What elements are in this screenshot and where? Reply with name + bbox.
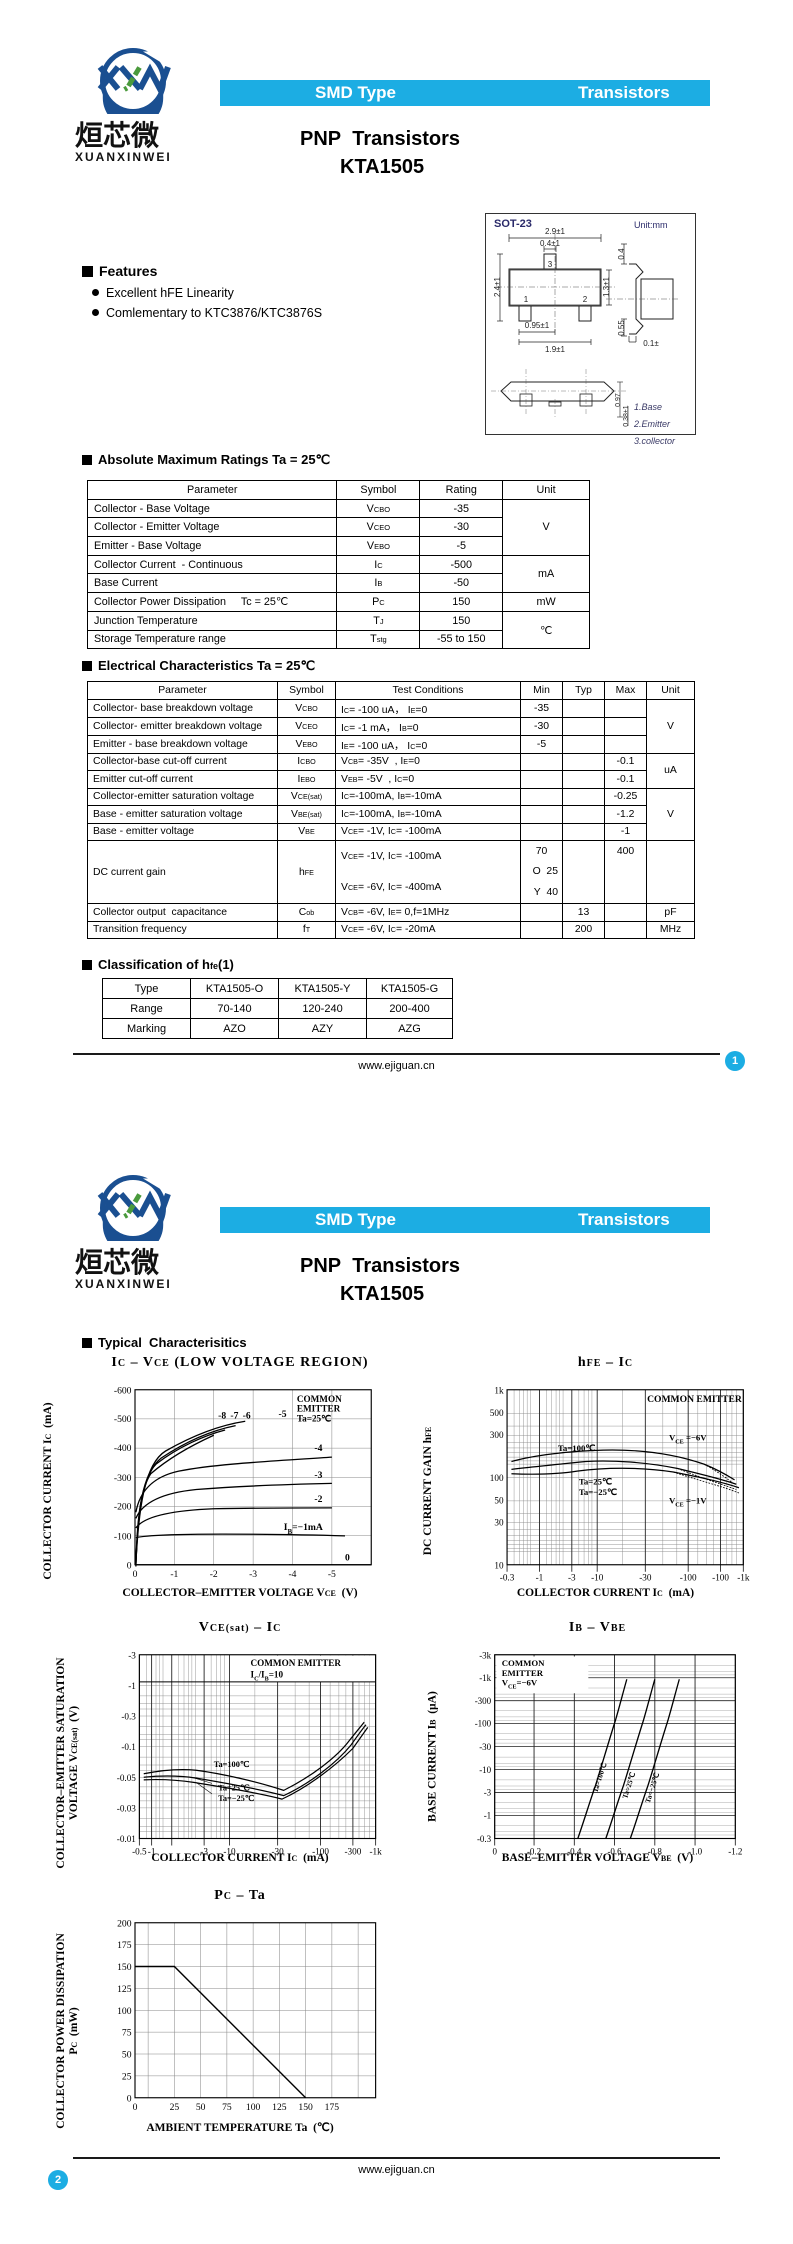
svg-text:Ta=25℃: Ta=25℃ bbox=[297, 1413, 332, 1423]
svg-text:125: 125 bbox=[272, 2102, 287, 2113]
svg-text:-4: -4 bbox=[288, 1569, 296, 1580]
svg-text:Ta=−25℃: Ta=−25℃ bbox=[579, 1487, 617, 1497]
svg-text:50: 50 bbox=[196, 2102, 206, 2113]
svg-text:-30: -30 bbox=[479, 1742, 491, 1752]
svg-text:75: 75 bbox=[222, 2102, 232, 2113]
svg-text:100: 100 bbox=[117, 2006, 132, 2017]
svg-text:COMMON EMITTER: COMMON EMITTER bbox=[647, 1394, 743, 1405]
svg-text:0: 0 bbox=[127, 1560, 132, 1571]
svg-text:-0.1: -0.1 bbox=[121, 1742, 136, 1752]
svg-text:-30: -30 bbox=[639, 1573, 652, 1583]
svg-text:-10: -10 bbox=[591, 1573, 604, 1583]
svg-text:0: 0 bbox=[133, 2102, 138, 2113]
svg-text:Ta=100℃: Ta=100℃ bbox=[591, 1762, 608, 1794]
svg-text:-3: -3 bbox=[568, 1573, 576, 1583]
svg-text:-0.03: -0.03 bbox=[117, 1803, 137, 1813]
svg-text:0.97: 0.97 bbox=[615, 393, 622, 407]
svg-text:-2: -2 bbox=[314, 1494, 322, 1505]
svg-text:-2: -2 bbox=[210, 1569, 218, 1580]
svg-text:100: 100 bbox=[490, 1473, 504, 1483]
svg-text:150: 150 bbox=[298, 2102, 313, 2113]
svg-text:1k: 1k bbox=[494, 1385, 504, 1395]
svg-text:-400: -400 bbox=[114, 1443, 132, 1454]
svg-text:-300: -300 bbox=[475, 1696, 492, 1706]
svg-text:-1: -1 bbox=[128, 1681, 136, 1691]
svg-text:30: 30 bbox=[494, 1517, 504, 1527]
svg-text:150: 150 bbox=[117, 1962, 132, 1973]
svg-text:125: 125 bbox=[117, 1984, 132, 1995]
svg-text:EMITTER: EMITTER bbox=[297, 1404, 341, 1414]
svg-text:-1: -1 bbox=[536, 1573, 544, 1583]
svg-text:COMMON: COMMON bbox=[502, 1658, 545, 1668]
svg-text:-100: -100 bbox=[712, 1573, 729, 1583]
svg-text:50: 50 bbox=[494, 1496, 504, 1506]
svg-text:-1: -1 bbox=[170, 1569, 178, 1580]
svg-text:-0.3: -0.3 bbox=[477, 1834, 492, 1844]
svg-text:-10: -10 bbox=[479, 1765, 491, 1775]
svg-text:-200: -200 bbox=[114, 1502, 132, 1513]
svg-text:200: 200 bbox=[117, 1918, 132, 1929]
svg-text:100: 100 bbox=[246, 2102, 261, 2113]
svg-text:-5: -5 bbox=[328, 1569, 336, 1580]
svg-text:-4: -4 bbox=[314, 1443, 322, 1454]
svg-text:500: 500 bbox=[490, 1408, 504, 1418]
svg-text:IB=−1mA: IB=−1mA bbox=[284, 1522, 323, 1536]
svg-text:25: 25 bbox=[122, 2071, 132, 2082]
svg-text:-0.01: -0.01 bbox=[117, 1834, 137, 1844]
svg-text:175: 175 bbox=[325, 2102, 340, 2113]
svg-text:-7: -7 bbox=[230, 1411, 238, 1422]
svg-text:-1k: -1k bbox=[737, 1573, 750, 1583]
svg-text:-1k: -1k bbox=[479, 1673, 491, 1683]
svg-text:-3k: -3k bbox=[479, 1650, 491, 1660]
svg-text:300: 300 bbox=[490, 1430, 504, 1440]
svg-text:-0.05: -0.05 bbox=[117, 1773, 137, 1783]
svg-text:0: 0 bbox=[133, 1569, 138, 1580]
svg-text:Ta=25℃: Ta=25℃ bbox=[218, 1783, 249, 1792]
svg-text:-6: -6 bbox=[243, 1411, 251, 1422]
svg-text:0: 0 bbox=[127, 2093, 132, 2104]
svg-text:10: 10 bbox=[494, 1560, 504, 1570]
svg-text:175: 175 bbox=[117, 1940, 132, 1951]
svg-text:-600: -600 bbox=[114, 1385, 132, 1396]
svg-text:-100: -100 bbox=[114, 1531, 132, 1542]
svg-text:-8: -8 bbox=[218, 1411, 226, 1422]
svg-text:75: 75 bbox=[122, 2028, 132, 2039]
svg-text:-500: -500 bbox=[114, 1414, 132, 1425]
svg-text:COMMON EMITTER: COMMON EMITTER bbox=[251, 1658, 342, 1668]
svg-text:-0.3: -0.3 bbox=[121, 1712, 136, 1722]
svg-text:-1: -1 bbox=[484, 1810, 492, 1820]
svg-text:-300: -300 bbox=[114, 1473, 132, 1484]
svg-text:-3: -3 bbox=[249, 1569, 257, 1580]
svg-text:-3: -3 bbox=[314, 1470, 322, 1481]
svg-text:0.38±1: 0.38±1 bbox=[623, 405, 630, 426]
svg-text:25: 25 bbox=[170, 2102, 180, 2113]
svg-text:COMMON: COMMON bbox=[297, 1394, 342, 1404]
svg-text:50: 50 bbox=[122, 2050, 132, 2061]
svg-text:-3: -3 bbox=[484, 1788, 492, 1798]
svg-text:-100: -100 bbox=[475, 1719, 492, 1729]
svg-text:Ta=−25℃: Ta=−25℃ bbox=[218, 1794, 254, 1803]
svg-text:Ta=25℃: Ta=25℃ bbox=[579, 1476, 612, 1486]
svg-text:-0.3: -0.3 bbox=[500, 1573, 515, 1583]
svg-text:EMITTER: EMITTER bbox=[502, 1668, 544, 1678]
svg-text:0: 0 bbox=[345, 1552, 350, 1563]
svg-text:Ta=100℃: Ta=100℃ bbox=[214, 1760, 249, 1769]
svg-text:Ta=100℃: Ta=100℃ bbox=[558, 1443, 596, 1453]
svg-text:-100: -100 bbox=[680, 1573, 697, 1583]
svg-text:-3: -3 bbox=[128, 1650, 136, 1660]
svg-text:-5: -5 bbox=[279, 1409, 287, 1420]
